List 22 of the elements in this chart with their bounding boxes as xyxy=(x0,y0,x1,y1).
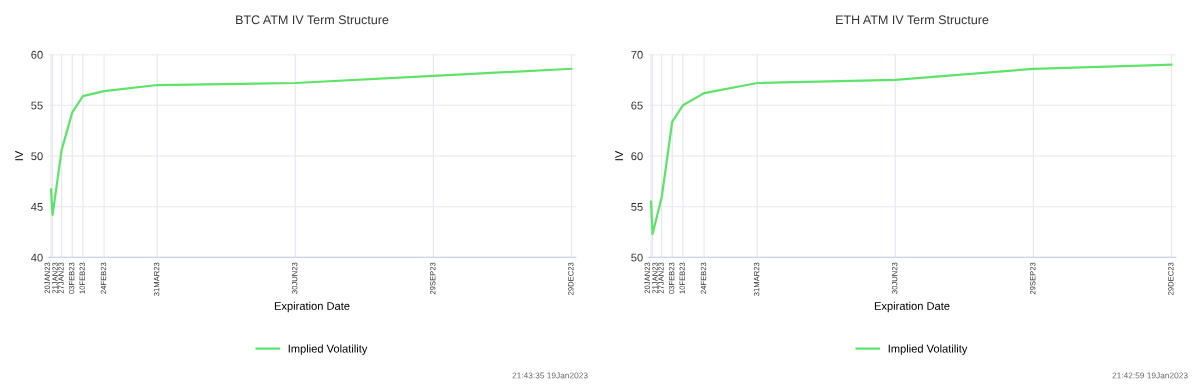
y-tick-label: 55 xyxy=(31,101,43,110)
y-axis-title: IV xyxy=(15,150,23,161)
chart-title: ETH ATM IV Term Structure xyxy=(836,15,989,25)
y-tick-label: 55 xyxy=(631,203,643,211)
line-series xyxy=(49,67,573,216)
legend-label: Implied Volatility xyxy=(888,344,968,355)
y-tick-label: 45 xyxy=(31,203,43,211)
legend-label: Implied Volatility xyxy=(288,344,368,355)
y-tick-label: 50 xyxy=(31,152,43,161)
y-tick-label: 60 xyxy=(631,152,643,161)
y-tick-label: 50 xyxy=(631,253,643,262)
x-axis-title: Expiration Date xyxy=(874,301,950,313)
y-tick-label: 70 xyxy=(631,50,643,59)
text: 21:42:59 19Jan2023 xyxy=(1112,372,1188,379)
y-tick-label: 65 xyxy=(631,101,643,110)
x-axis-title: Expiration Date xyxy=(274,301,350,313)
y-axis-title: IV xyxy=(615,150,623,161)
line-series xyxy=(649,63,1173,236)
text: 21:43:35 19Jan2023 xyxy=(512,372,588,379)
y-tick-label: 60 xyxy=(31,50,43,59)
y-tick-label: 40 xyxy=(31,253,43,262)
chart-title: BTC ATM IV Term Structure xyxy=(236,15,389,25)
